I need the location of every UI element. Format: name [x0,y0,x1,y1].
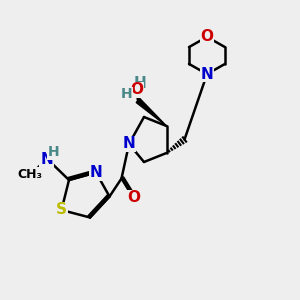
Text: H: H [121,88,132,101]
Text: O: O [130,82,143,98]
Text: N: N [40,152,53,166]
Text: CH₃: CH₃ [17,167,43,181]
Text: O: O [200,29,214,44]
Text: N: N [90,165,102,180]
Text: O: O [127,190,140,206]
Text: N: N [201,67,213,82]
Polygon shape [136,98,167,126]
Text: H: H [134,76,146,91]
Text: H: H [121,88,132,101]
Text: S: S [56,202,67,217]
Text: H: H [47,146,59,159]
Text: N: N [123,136,135,152]
